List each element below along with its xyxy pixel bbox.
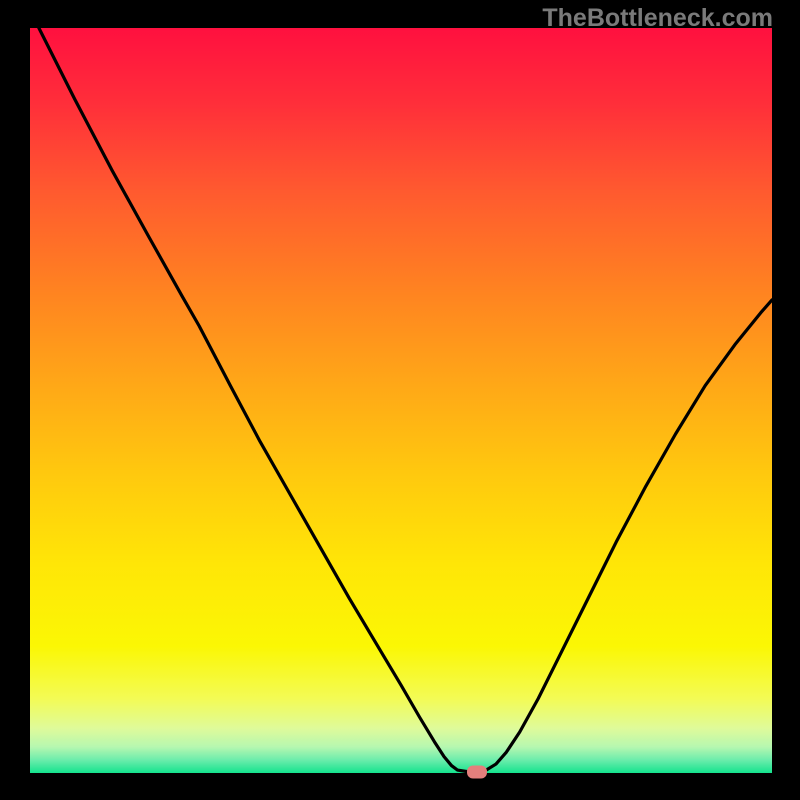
plot-area: [30, 28, 772, 773]
figure-root: TheBottleneck.com: [0, 0, 800, 800]
bottleneck-curve: [39, 28, 772, 772]
watermark-text: TheBottleneck.com: [542, 4, 773, 33]
vertex-marker: [467, 765, 487, 778]
curve-layer: [30, 28, 772, 773]
